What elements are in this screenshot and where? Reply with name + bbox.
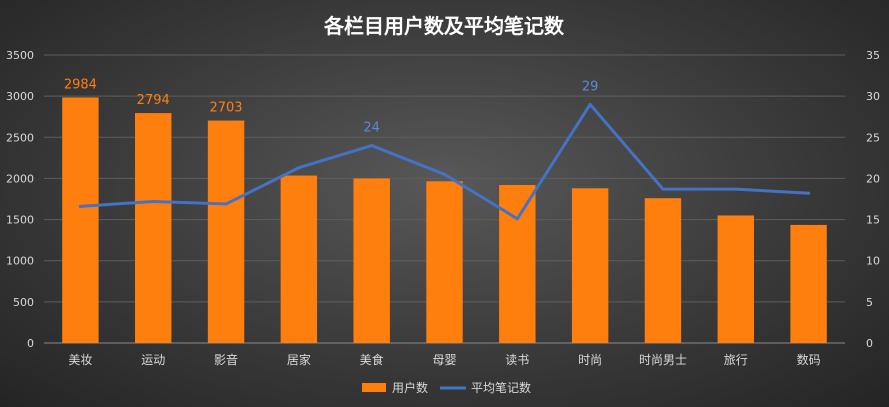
- category-label: 美食: [360, 352, 384, 367]
- bar-data-label: 2794: [137, 93, 170, 108]
- category-label: 时尚: [578, 353, 602, 367]
- line-series: [78, 102, 811, 221]
- legend-swatch-bar: [362, 383, 386, 392]
- left-tick-label: 2500: [6, 131, 34, 144]
- category-axis: 美妆 运动 影音 居家 美食 母婴 读书 时尚 时尚男士 旅行 数码: [68, 352, 820, 367]
- line-point: [151, 199, 155, 203]
- category-label: 美妆: [68, 353, 92, 367]
- bar: [62, 97, 99, 343]
- category-label: 运动: [141, 353, 165, 367]
- chart-title: 各栏目用户数及平均笔记数: [323, 14, 565, 38]
- category-label: 旅行: [724, 353, 748, 367]
- left-tick-label: 1500: [6, 214, 34, 227]
- legend-label: 平均笔记数: [471, 380, 531, 395]
- left-tick-label: 500: [13, 296, 34, 309]
- line-point: [807, 191, 811, 195]
- right-tick-label: 15: [866, 214, 880, 227]
- left-tick-label: 0: [27, 337, 34, 350]
- data-labels: 2984 2794 2703 24 29: [64, 77, 599, 135]
- line-point: [78, 204, 82, 208]
- bar-data-label: 2984: [64, 77, 97, 92]
- left-tick-label: 3500: [6, 49, 34, 62]
- category-label: 母婴: [432, 353, 456, 367]
- right-tick-label: 5: [866, 296, 873, 309]
- line-point: [588, 102, 592, 106]
- line-point: [370, 144, 374, 148]
- right-axis: 0 5 10 15 20 25 30 35: [866, 49, 880, 350]
- right-tick-label: 0: [866, 337, 873, 350]
- line-point: [734, 187, 738, 191]
- right-tick-label: 35: [866, 49, 880, 62]
- line-point: [661, 187, 665, 191]
- left-tick-label: 3000: [6, 90, 34, 103]
- category-label: 时尚男士: [639, 353, 687, 367]
- left-tick-label: 2000: [6, 172, 34, 185]
- bar: [426, 181, 463, 343]
- line-point: [297, 166, 301, 170]
- category-label: 影音: [214, 352, 238, 367]
- legend: 用户数 平均笔记数: [362, 380, 531, 395]
- right-tick-label: 25: [866, 131, 880, 144]
- bar: [135, 113, 172, 343]
- right-tick-label: 30: [866, 90, 880, 103]
- bar: [499, 185, 536, 343]
- line-point: [443, 172, 446, 176]
- right-tick-label: 10: [866, 255, 880, 268]
- line-point: [224, 202, 228, 206]
- bar: [207, 120, 245, 343]
- bar: [280, 175, 318, 343]
- left-axis: 0 500 1000 1500 2000 2500 3000 3500: [6, 49, 34, 350]
- left-tick-label: 1000: [6, 255, 34, 268]
- bar-data-label: 2703: [209, 101, 242, 116]
- legend-label: 用户数: [392, 380, 428, 395]
- right-tick-label: 20: [866, 172, 880, 185]
- category-label: 读书: [505, 353, 529, 367]
- bar: [790, 224, 827, 343]
- line-point: [515, 217, 519, 221]
- bar: [717, 215, 754, 343]
- category-label: 数码: [797, 352, 821, 367]
- bar: [353, 178, 390, 343]
- bar-series: [62, 97, 827, 343]
- category-label: 居家: [287, 352, 311, 367]
- bar: [571, 188, 609, 343]
- line-data-label: 24: [363, 121, 380, 136]
- bar: [644, 198, 682, 343]
- line-data-label: 29: [582, 79, 599, 94]
